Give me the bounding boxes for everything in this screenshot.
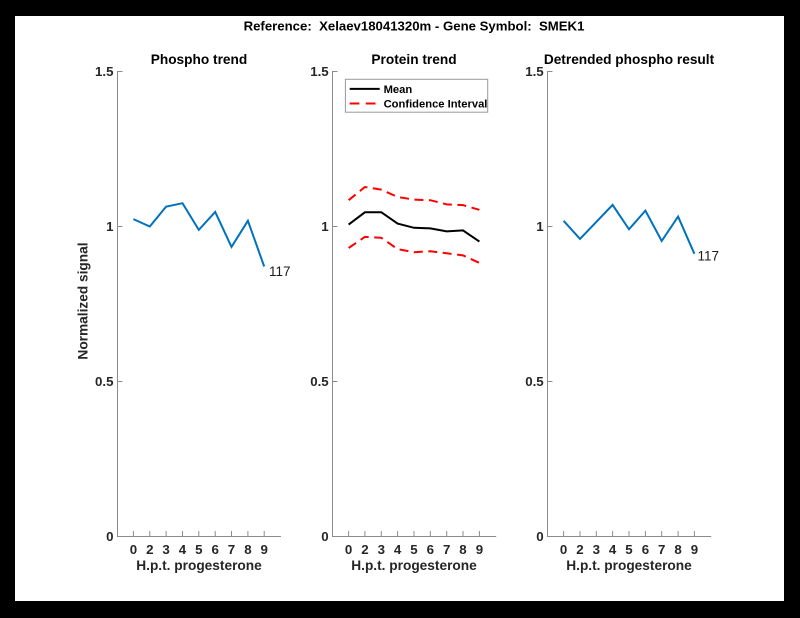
- svg-text:Protein trend: Protein trend: [371, 52, 456, 67]
- svg-text:H.p.t. progesterone: H.p.t. progesterone: [351, 558, 477, 573]
- svg-text:Detrended phospho result: Detrended phospho result: [544, 52, 715, 67]
- svg-text:Mean: Mean: [384, 84, 413, 96]
- svg-text:4: 4: [179, 542, 187, 557]
- svg-text:Reference: Xelaev18041320m -: Reference: Xelaev18041320m - Gene Symbol…: [244, 18, 585, 33]
- svg-text:1.5: 1.5: [525, 64, 544, 79]
- svg-text:5: 5: [195, 542, 203, 557]
- svg-text:4: 4: [394, 542, 402, 557]
- svg-text:8: 8: [674, 542, 681, 557]
- svg-text:3: 3: [593, 542, 600, 557]
- svg-text:8: 8: [244, 542, 251, 557]
- svg-text:7: 7: [228, 542, 235, 557]
- svg-text:0: 0: [536, 529, 543, 544]
- svg-text:2: 2: [146, 542, 153, 557]
- svg-text:H.p.t. progesterone: H.p.t. progesterone: [566, 558, 692, 573]
- svg-text:0.5: 0.5: [310, 374, 329, 389]
- svg-text:7: 7: [443, 542, 450, 557]
- svg-text:0: 0: [106, 529, 113, 544]
- svg-text:2: 2: [361, 542, 368, 557]
- svg-text:9: 9: [691, 542, 698, 557]
- svg-text:6: 6: [642, 542, 649, 557]
- svg-text:1: 1: [321, 219, 329, 234]
- svg-text:1.5: 1.5: [95, 64, 114, 79]
- svg-text:0: 0: [130, 542, 137, 557]
- svg-text:5: 5: [410, 542, 418, 557]
- svg-text:6: 6: [211, 542, 218, 557]
- svg-text:Normalized signal: Normalized signal: [76, 242, 91, 359]
- svg-text:117: 117: [698, 249, 720, 264]
- svg-text:1.5: 1.5: [310, 64, 329, 79]
- svg-text:3: 3: [378, 542, 385, 557]
- svg-text:3: 3: [162, 542, 169, 557]
- svg-text:0: 0: [321, 529, 328, 544]
- svg-text:0.5: 0.5: [95, 374, 114, 389]
- svg-text:9: 9: [260, 542, 267, 557]
- svg-text:7: 7: [658, 542, 665, 557]
- svg-text:1: 1: [536, 219, 544, 234]
- svg-text:8: 8: [459, 542, 466, 557]
- svg-text:0: 0: [560, 542, 567, 557]
- svg-text:0: 0: [345, 542, 352, 557]
- svg-text:1: 1: [106, 219, 114, 234]
- svg-text:6: 6: [427, 542, 434, 557]
- svg-text:4: 4: [609, 542, 617, 557]
- svg-text:0.5: 0.5: [525, 374, 544, 389]
- svg-text:Confidence Interval: Confidence Interval: [384, 98, 488, 110]
- svg-text:H.p.t. progesterone: H.p.t. progesterone: [136, 558, 262, 573]
- svg-text:5: 5: [625, 542, 633, 557]
- svg-text:9: 9: [476, 542, 483, 557]
- svg-text:117: 117: [269, 264, 291, 279]
- svg-text:2: 2: [576, 542, 583, 557]
- svg-text:Phospho trend: Phospho trend: [151, 52, 248, 67]
